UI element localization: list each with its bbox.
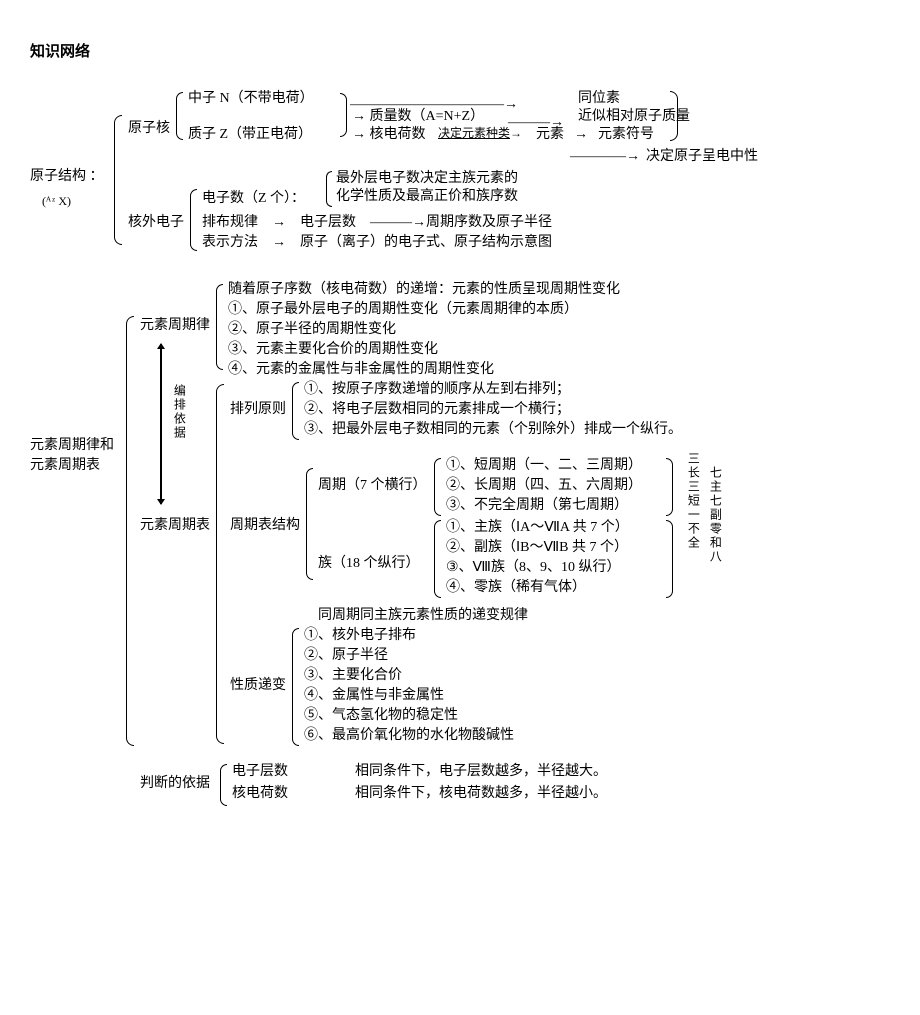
periodic-law-label: 元素周期律 xyxy=(140,316,210,336)
trend-3: ③、主要化合价 xyxy=(304,666,402,686)
law-i4: ④、元素的金属性与非金属性的周期性变化 xyxy=(228,360,494,380)
judge-2b: 相同条件下，核电荷数越多，半径越小。 xyxy=(355,786,607,801)
period-label: 周期（7 个横行） xyxy=(318,476,427,496)
period-3: ③、不完全周期（第七周期） xyxy=(446,496,628,516)
law-i3: ③、元素主要化合价的周期性变化 xyxy=(228,340,438,360)
trend-label: 性质递变 xyxy=(230,676,286,696)
period-1: ①、短周期（一、二、三周期） xyxy=(446,456,642,476)
electron-count: 电子数（Z 个）： xyxy=(202,189,305,209)
rules-label: 排列原则 xyxy=(230,400,286,420)
group-4: ④、零族（稀有气体） xyxy=(446,578,586,598)
trend-5: ⑤、气态氢化物的稳定性 xyxy=(304,706,458,726)
knowledge-diagram: 原子结构 ： (ᴬ ᶻ X) 原子核 中子 N（不带电荷） 质子 Z（带正电荷）… xyxy=(30,89,890,846)
element-symbol: 元素符号 xyxy=(598,125,654,145)
judge-label: 判断的依据 xyxy=(140,774,210,794)
group-label: 族（18 个纵行） xyxy=(318,554,420,574)
law-i1: ①、原子最外层电子的周期性变化（元素周期律的本质） xyxy=(228,300,578,320)
trend-2: ②、原子半径 xyxy=(304,646,388,666)
struct-label: 周期表结构 xyxy=(230,516,300,536)
law-intro: 随着原子序数（核电荷数）的递增：元素的性质呈现周期性变化 xyxy=(228,280,620,300)
group-3: ③、Ⅷ族（8、9、10 纵行） xyxy=(446,558,621,578)
rule-2: ②、将电子层数相同的元素排成一个横行； xyxy=(304,400,570,420)
nuclear-charge: → 核电荷数 xyxy=(352,125,426,145)
trend-title: 同周期同主族元素性质的递变规律 xyxy=(318,606,528,626)
judge-1b: 相同条件下，电子层数越多，半径越大。 xyxy=(355,764,607,779)
rule-1: ①、按原子序数递增的顺序从左到右排列； xyxy=(304,380,570,400)
trend-6: ⑥、最高价氧化物的水化物酸碱性 xyxy=(304,726,514,746)
neutron-text: 中子 N（不带电荷） xyxy=(188,89,314,109)
double-arrow-icon xyxy=(160,344,162,504)
extra-nuclear-label: 核外电子 xyxy=(128,213,184,233)
law-i2: ②、原子半径的周期性变化 xyxy=(228,320,396,340)
outer-e-note2: 化学性质及最高正价和族序数 xyxy=(336,187,518,207)
atom-structure-label: 原子结构 ： xyxy=(30,167,104,187)
atom-notation: (ᴬ ᶻ X) xyxy=(42,193,104,210)
rule-3: ③、把最外层电子数相同的元素（个别除外）排成一个纵行。 xyxy=(304,420,682,440)
trend-1: ①、核外电子排布 xyxy=(304,626,416,646)
proton-text: 质子 Z（带正电荷） xyxy=(188,125,312,145)
arrangement: 排布规律 → 电子层数 ———→周期序数及原子半径 xyxy=(202,213,552,233)
link-vertical: 编排依据 xyxy=(170,384,187,440)
group-1: ①、主族（ⅠA～ⅦA 共 7 个） xyxy=(446,518,629,538)
page-title: 知识网络 xyxy=(30,40,890,61)
periodic-table-label: 元素周期表 xyxy=(140,516,210,536)
period-2: ②、长周期（四、五、六周期） xyxy=(446,476,642,496)
group-2: ②、副族（ⅠB～ⅦB 共 7 个） xyxy=(446,538,628,558)
element-text: 元素 xyxy=(536,125,564,145)
law-root: 元素周期律和 元素周期表 xyxy=(30,436,114,477)
nucleus-label: 原子核 xyxy=(128,119,170,139)
decides-kind: 决定元素种类 xyxy=(438,126,510,140)
group-side: 七主七副零和八 xyxy=(706,466,723,564)
judge-1a: 电子层数 xyxy=(232,764,288,779)
neutrality: 决定原子呈电中性 xyxy=(646,147,758,167)
trend-4: ④、金属性与非金属性 xyxy=(304,686,444,706)
representation: 表示方法 → 原子（离子）的电子式、原子结构示意图 xyxy=(202,233,552,253)
judge-2a: 核电荷数 xyxy=(232,786,288,801)
period-side: 三长三短一不全 xyxy=(684,452,701,550)
